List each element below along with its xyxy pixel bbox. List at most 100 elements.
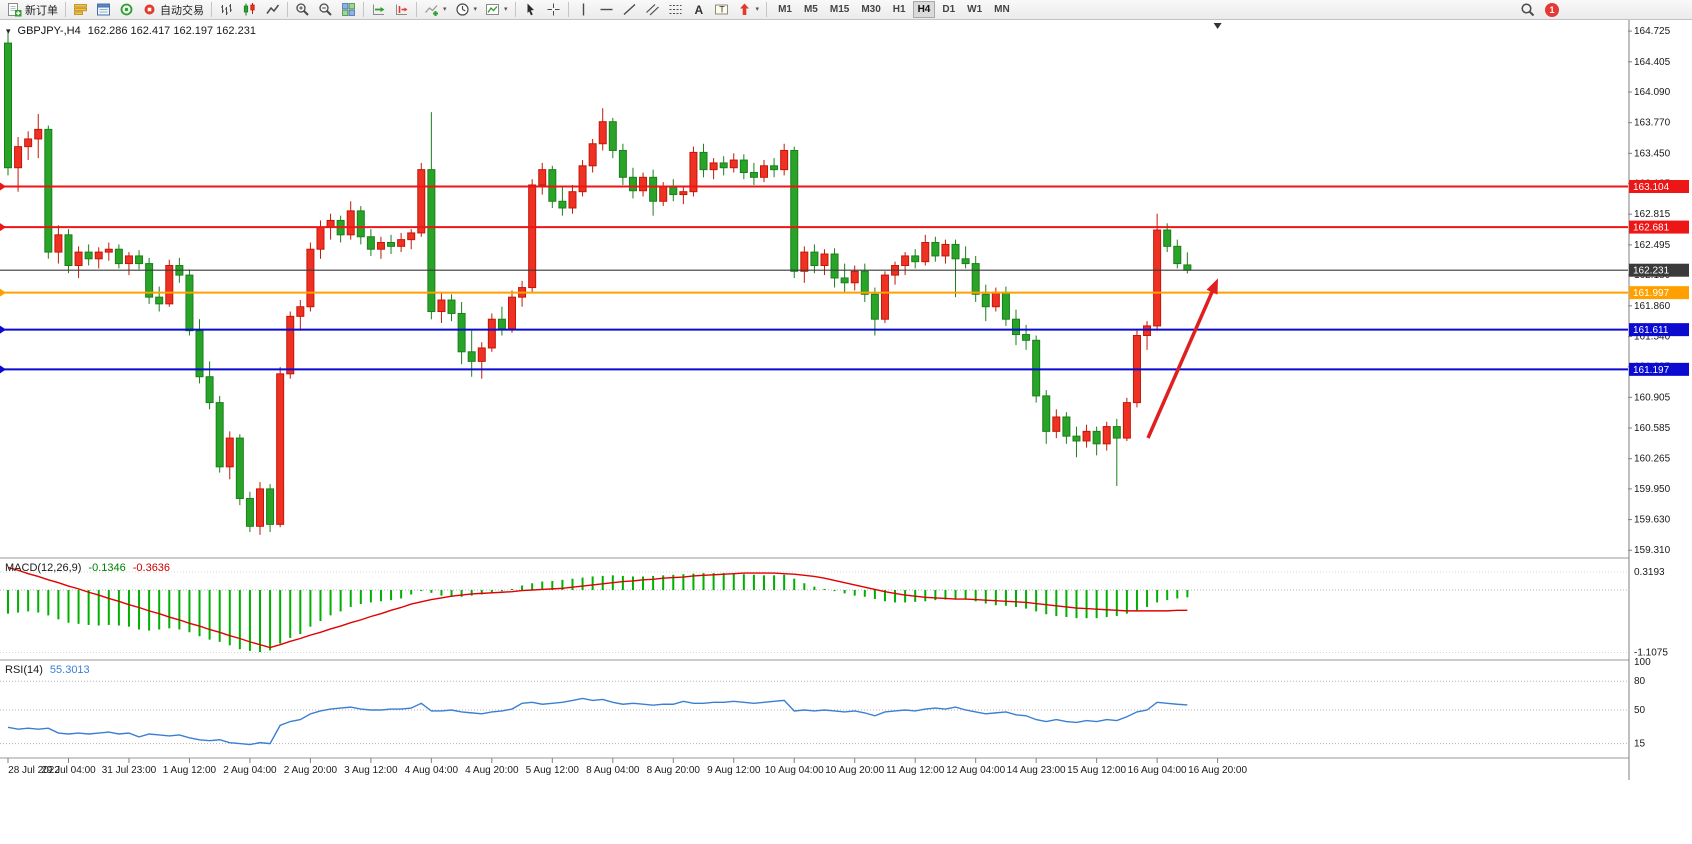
timeframe-mn-button[interactable]: MN: [989, 1, 1015, 18]
auto-trading-label: 自动交易: [160, 4, 204, 17]
text-label-button[interactable]: T: [710, 0, 733, 19]
horizontal-line-icon: [600, 8, 613, 11]
search-button[interactable]: [1516, 0, 1539, 19]
vertical-line-icon: [582, 3, 584, 16]
svg-text:161.611: 161.611: [1633, 325, 1669, 336]
svg-text:9 Aug 12:00: 9 Aug 12:00: [707, 765, 761, 776]
dropdown-caret-icon: ▾: [443, 6, 447, 13]
arrows-button[interactable]: ▾: [733, 0, 764, 19]
auto-trading-button[interactable]: 自动交易: [138, 0, 208, 19]
svg-text:3 Aug 12:00: 3 Aug 12:00: [344, 765, 398, 776]
timeframe-m5-button[interactable]: M5: [799, 1, 823, 18]
auto-scroll-button[interactable]: [367, 0, 390, 19]
market-watch-icon: [74, 4, 87, 15]
dropdown-caret-icon: ▾: [473, 6, 478, 13]
notification-badge[interactable]: 1: [1545, 2, 1559, 17]
timeframe-m15-button[interactable]: M15: [825, 1, 854, 18]
svg-text:15: 15: [1634, 739, 1646, 750]
toolbar-separator: [416, 2, 417, 17]
svg-text:2 Aug 04:00: 2 Aug 04:00: [223, 765, 277, 776]
tile-windows-button[interactable]: [337, 0, 360, 19]
svg-text:159.950: 159.950: [1634, 484, 1671, 495]
svg-text:160.905: 160.905: [1634, 392, 1671, 403]
timeframe-m1-button[interactable]: M1: [773, 1, 797, 18]
candlestick-chart-button[interactable]: [238, 0, 261, 19]
horizontal-line-button[interactable]: [595, 0, 618, 19]
data-window-icon: [97, 3, 110, 16]
chart-shift-button[interactable]: [390, 0, 413, 19]
toolbar-separator: [65, 2, 66, 17]
templates-icon: [486, 4, 500, 15]
price-chart-canvas[interactable]: 164.725 164.405 164.090 163.770 163.450 163.1…: [0, 20, 1692, 844]
timeframe-group: M1 M5 M15 M30 H1 H4 D1 W1 MN: [772, 1, 1016, 18]
svg-text:80: 80: [1634, 676, 1646, 687]
timeframe-d1-button[interactable]: D1: [937, 1, 960, 18]
crosshair-button[interactable]: [542, 0, 565, 19]
indicators-button[interactable]: ▾: [420, 0, 451, 19]
svg-text:1 Aug 12:00: 1 Aug 12:00: [163, 765, 217, 776]
periods-button[interactable]: ▾: [451, 0, 482, 19]
svg-text:28 Jul 2022: 28 Jul 2022: [8, 765, 60, 776]
toolbar-right-group: 1: [1516, 0, 1559, 19]
periods-clock-icon: [455, 3, 469, 16]
timeframe-h1-button[interactable]: H1: [888, 1, 911, 18]
chart-area[interactable]: 164.725 164.405 164.090 163.770 163.450 163.1…: [0, 20, 1692, 844]
svg-text:31 Jul 23:00: 31 Jul 23:00: [102, 765, 157, 776]
zoom-out-icon: [319, 3, 332, 16]
channel-icon: [645, 4, 659, 16]
svg-text:2 Aug 20:00: 2 Aug 20:00: [284, 765, 338, 776]
text-button[interactable]: A: [687, 0, 710, 19]
svg-text:162.815: 162.815: [1634, 209, 1671, 220]
svg-text:10 Aug 04:00: 10 Aug 04:00: [765, 765, 824, 776]
bar-chart-button[interactable]: [215, 0, 238, 19]
chart-shift-icon: [396, 4, 408, 15]
new-order-button[interactable]: 新订单: [3, 0, 62, 19]
svg-text:164.725: 164.725: [1634, 26, 1671, 37]
data-window-button[interactable]: [92, 0, 115, 19]
channel-button[interactable]: [641, 0, 664, 19]
svg-text:0.3193: 0.3193: [1634, 567, 1665, 578]
auto-trading-icon: [144, 4, 155, 15]
text-label-icon: T: [714, 4, 728, 15]
svg-text:-1.1075: -1.1075: [1634, 647, 1668, 658]
svg-text:14 Aug 23:00: 14 Aug 23:00: [1007, 765, 1066, 776]
market-watch-button[interactable]: [69, 0, 92, 19]
svg-text:15 Aug 12:00: 15 Aug 12:00: [1067, 765, 1126, 776]
svg-text:16 Aug 20:00: 16 Aug 20:00: [1188, 765, 1247, 776]
timeframe-m30-button[interactable]: M30: [856, 1, 885, 18]
svg-text:164.405: 164.405: [1634, 57, 1671, 68]
zoom-out-button[interactable]: [314, 0, 337, 19]
dropdown-caret-icon: ▾: [504, 6, 508, 13]
fibonacci-button[interactable]: [664, 0, 687, 19]
trendline-icon: [623, 3, 636, 16]
zoom-in-icon: [296, 3, 309, 16]
toolbar-separator: [567, 2, 569, 17]
cursor-icon: [527, 3, 534, 16]
svg-text:159.630: 159.630: [1634, 515, 1671, 526]
trendline-button[interactable]: [618, 0, 641, 19]
vertical-line-button[interactable]: [572, 0, 595, 19]
svg-text:163.104: 163.104: [1633, 182, 1670, 193]
svg-text:160.265: 160.265: [1634, 454, 1671, 465]
templates-button[interactable]: ▾: [481, 0, 512, 19]
toolbar-separator: [766, 2, 768, 17]
svg-text:29 Jul 04:00: 29 Jul 04:00: [41, 765, 96, 776]
collapse-arrow-icon[interactable]: ▾: [6, 25, 11, 36]
svg-text:10 Aug 20:00: 10 Aug 20:00: [825, 765, 884, 776]
toolbar-separator: [514, 2, 516, 17]
svg-text:16 Aug 04:00: 16 Aug 04:00: [1128, 765, 1187, 776]
main-toolbar: 新订单 自动交易: [0, 0, 1692, 20]
svg-text:161.997: 161.997: [1633, 288, 1670, 299]
line-chart-button[interactable]: [261, 0, 284, 19]
cursor-button[interactable]: [519, 0, 542, 19]
svg-text:160.585: 160.585: [1634, 423, 1671, 434]
svg-text:8 Aug 04:00: 8 Aug 04:00: [586, 765, 640, 776]
navigator-button[interactable]: [115, 0, 138, 19]
svg-text:163.770: 163.770: [1634, 118, 1671, 129]
timeframe-h4-button[interactable]: H4: [912, 1, 936, 18]
zoom-in-button[interactable]: [291, 0, 314, 19]
svg-text:11 Aug 12:00: 11 Aug 12:00: [886, 765, 945, 776]
svg-text:12 Aug 04:00: 12 Aug 04:00: [946, 765, 1005, 776]
timeframe-w1-button[interactable]: W1: [962, 1, 987, 18]
svg-text:164.090: 164.090: [1634, 87, 1671, 98]
